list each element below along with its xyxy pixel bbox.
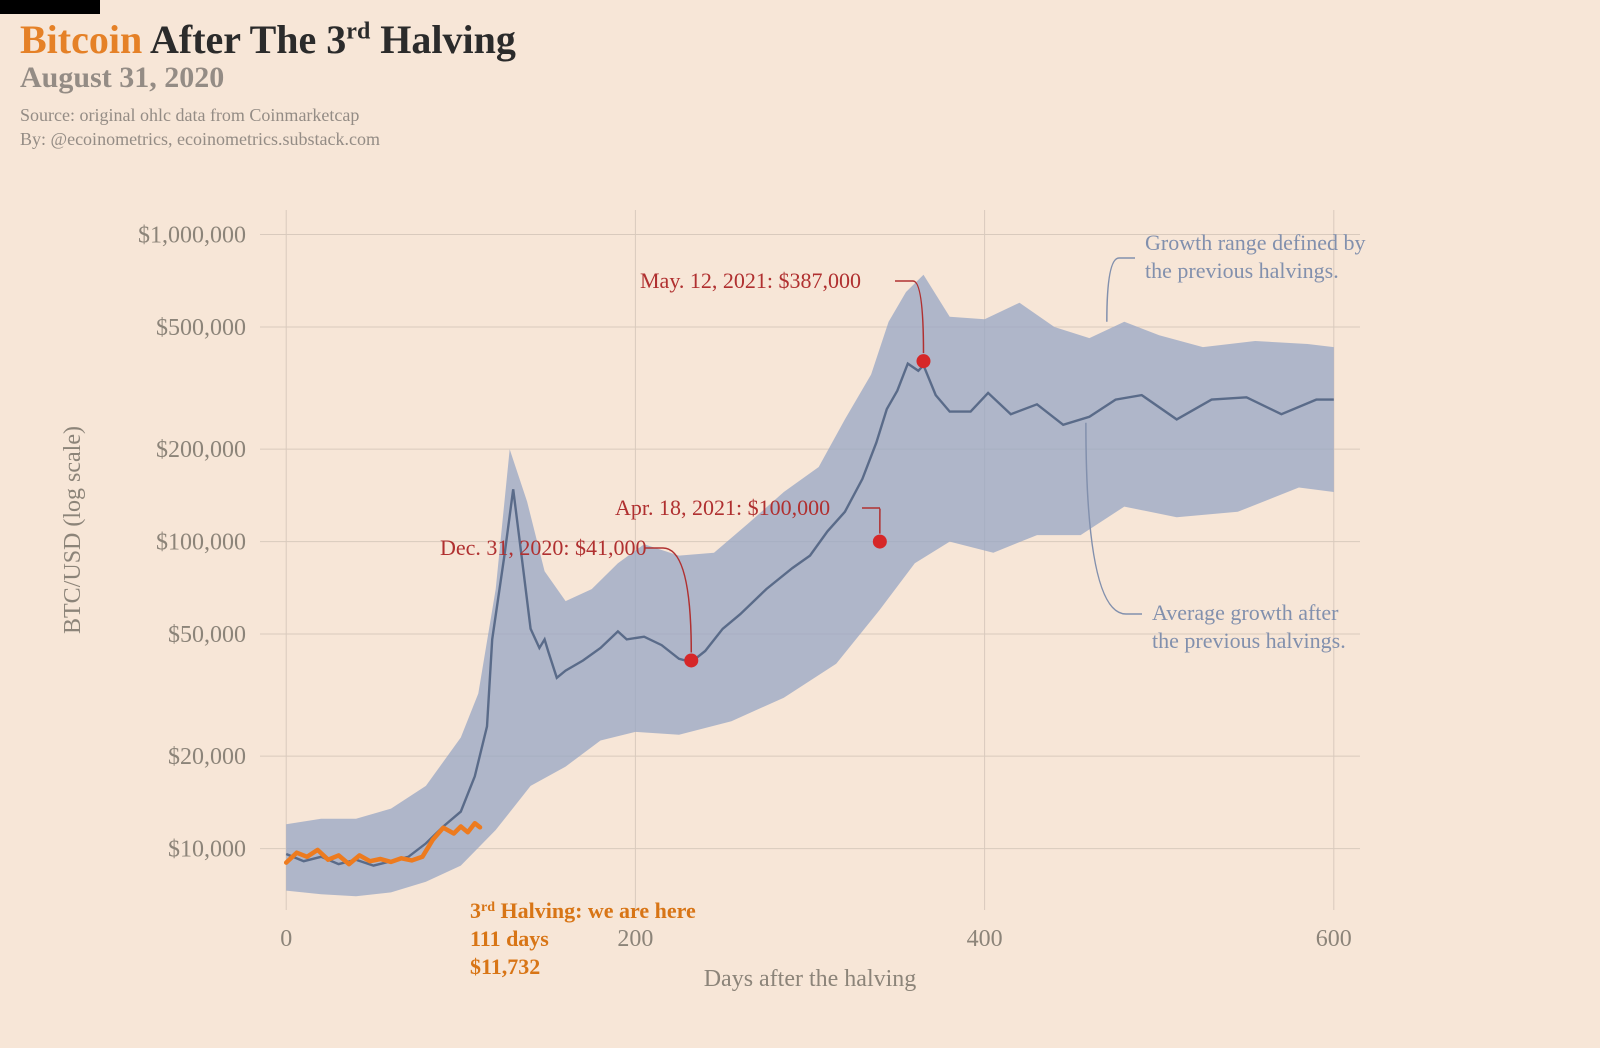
annotation-dot xyxy=(684,653,698,667)
y-tick-label: $200,000 xyxy=(156,437,246,463)
y-tick-label: $10,000 xyxy=(168,837,246,863)
note-days: 111 days xyxy=(470,926,549,951)
title-rest-1: After The 3 xyxy=(142,17,346,62)
note-average-growth: Average growth after xyxy=(1152,600,1339,625)
growth-range-band xyxy=(286,275,1334,897)
note-average-growth-2: the previous halvings. xyxy=(1152,628,1346,653)
y-tick-label: $500,000 xyxy=(156,315,246,341)
note-growth-range-2: the previous halvings. xyxy=(1145,258,1339,283)
price-annotation: Dec. 31, 2020: $41,000 xyxy=(440,535,647,560)
note-price: $11,732 xyxy=(470,954,540,979)
title-rest-2: Halving xyxy=(370,17,516,62)
x-tick-label: 400 xyxy=(967,926,1003,952)
source-line: Source: original ohlc data from Coinmark… xyxy=(20,103,516,127)
note-leader xyxy=(1107,258,1135,322)
title-accent: Bitcoin xyxy=(20,17,142,62)
x-tick-label: 0 xyxy=(280,926,292,952)
note-we-are-here: 3rd Halving: we are here xyxy=(470,898,696,923)
title-sup: rd xyxy=(346,19,370,45)
y-tick-label: $20,000 xyxy=(168,744,246,770)
price-annotation: Apr. 18, 2021: $100,000 xyxy=(615,495,830,520)
chart-header: Bitcoin After The 3rd Halving August 31,… xyxy=(20,16,516,152)
black-corner-bar xyxy=(0,0,100,14)
y-tick-label: $100,000 xyxy=(156,530,246,556)
price-annotation: May. 12, 2021: $387,000 xyxy=(640,268,861,293)
x-tick-label: 600 xyxy=(1316,926,1352,952)
note-growth-range: Growth range defined by xyxy=(1145,230,1366,255)
chart-area: $10,000 $20,000 $50,000 $100,000 $200,000 $50… xyxy=(0,190,1600,1030)
y-axis-label: BTC/USD (log scale) xyxy=(60,426,86,634)
x-axis-label: Days after the halving xyxy=(704,966,917,992)
annotation-dot xyxy=(873,535,887,549)
chart-title: Bitcoin After The 3rd Halving xyxy=(20,16,516,63)
x-tick-label: 200 xyxy=(617,926,653,952)
chart-source: Source: original ohlc data from Coinmark… xyxy=(20,103,516,152)
annotation-dot xyxy=(916,354,930,368)
y-tick-label: $1,000,000 xyxy=(138,223,246,249)
source-byline: By: @ecoinometrics, ecoinometrics.substa… xyxy=(20,127,516,151)
chart-date: August 31, 2020 xyxy=(20,61,516,95)
chart-svg: $10,000 $20,000 $50,000 $100,000 $200,000 $50… xyxy=(0,190,1600,1030)
y-tick-label: $50,000 xyxy=(168,622,246,648)
